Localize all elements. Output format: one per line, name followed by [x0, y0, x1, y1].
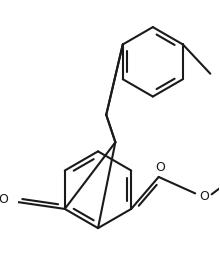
Text: O: O — [156, 161, 165, 174]
Text: O: O — [0, 193, 9, 206]
Text: O: O — [199, 190, 209, 203]
